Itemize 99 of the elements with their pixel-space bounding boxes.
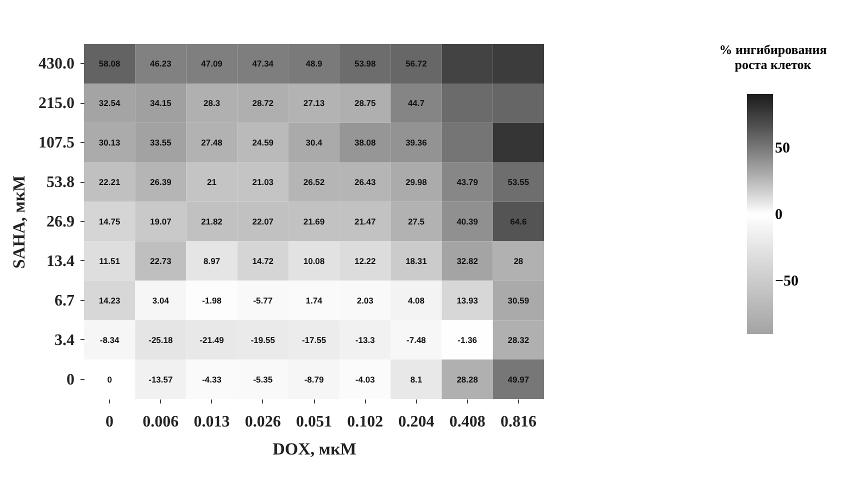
x-tick-label: 0.006 bbox=[142, 414, 179, 430]
data-label: 12.22 bbox=[354, 256, 376, 266]
data-label: 44.7 bbox=[408, 98, 425, 108]
x-tick-label: 0.026 bbox=[244, 414, 281, 430]
data-label: 27.5 bbox=[408, 216, 425, 226]
data-label: -4.03 bbox=[355, 374, 376, 384]
data-label: 28 bbox=[514, 256, 524, 266]
data-label: 14.72 bbox=[252, 256, 274, 266]
data-label: 13.93 bbox=[456, 295, 478, 306]
data-label: -7.48 bbox=[406, 334, 426, 345]
data-label: 49.97 bbox=[508, 374, 530, 384]
data-label: 33.55 bbox=[150, 138, 172, 148]
data-label: 48.9 bbox=[306, 58, 323, 69]
data-label: 4.08 bbox=[408, 295, 425, 306]
data-label: 28.3 bbox=[204, 98, 220, 108]
data-label: 30.59 bbox=[508, 295, 530, 306]
y-tick-label: 215.0 bbox=[38, 95, 74, 112]
y-tick-label: 6.7 bbox=[54, 292, 74, 310]
data-label: -8.34 bbox=[100, 334, 120, 345]
data-label: 2.03 bbox=[356, 295, 374, 306]
data-label: -8.79 bbox=[304, 374, 324, 384]
data-label: 22.73 bbox=[150, 256, 172, 266]
data-label: 34.15 bbox=[150, 98, 172, 108]
data-label: 26.52 bbox=[303, 177, 325, 188]
data-label: 58.08 bbox=[98, 58, 120, 69]
data-label: 30.4 bbox=[306, 138, 323, 148]
data-label: 26.43 bbox=[354, 177, 376, 188]
data-label: 56.72 bbox=[406, 58, 428, 69]
data-label: 40.39 bbox=[456, 216, 478, 226]
data-label: 43.79 bbox=[456, 177, 478, 188]
color-bar-label: 50 bbox=[775, 140, 790, 156]
data-label: 21.69 bbox=[303, 216, 325, 226]
data-label: -1.36 bbox=[458, 334, 478, 345]
data-label: 24.59 bbox=[252, 138, 274, 148]
y-tick-label: 430.0 bbox=[38, 56, 74, 73]
legend-title: % ингибирования роста клеток bbox=[719, 42, 827, 72]
y-tick-label: 13.4 bbox=[46, 252, 74, 270]
data-label: 53.55 bbox=[508, 177, 530, 188]
data-label: -5.77 bbox=[253, 295, 273, 306]
data-label: 28.32 bbox=[508, 334, 530, 345]
data-label: 11.51 bbox=[99, 256, 120, 266]
data-label: 10.08 bbox=[303, 256, 325, 266]
data-label: 21.47 bbox=[354, 216, 376, 226]
y-axis-title: SAHA, мкМ bbox=[10, 175, 28, 269]
x-axis-title: DOX, мкМ bbox=[272, 440, 356, 458]
y-tick-label: 53.8 bbox=[46, 174, 74, 192]
data-label: 18.31 bbox=[406, 256, 428, 266]
data-label: 28.72 bbox=[252, 98, 274, 108]
x-tick-label: 0.013 bbox=[194, 414, 230, 430]
y-tick-label: 0 bbox=[66, 371, 74, 388]
data-label: -5.35 bbox=[253, 374, 273, 384]
data-label: 29.98 bbox=[406, 177, 428, 188]
data-label: 53.98 bbox=[354, 58, 376, 69]
data-label: 32.82 bbox=[456, 256, 478, 266]
data-label: 8.1 bbox=[410, 374, 422, 384]
data-label: 32.54 bbox=[98, 98, 120, 108]
data-label: -4.33 bbox=[202, 374, 222, 384]
data-label: -13.3 bbox=[355, 334, 376, 345]
data-label: 47.34 bbox=[252, 58, 274, 69]
data-label: 21.03 bbox=[252, 177, 274, 188]
data-label: 39.36 bbox=[406, 138, 428, 148]
data-label: -21.49 bbox=[200, 334, 224, 345]
x-tick-label: 0.816 bbox=[500, 414, 536, 430]
data-label: 22.07 bbox=[252, 216, 274, 226]
data-label: 28.75 bbox=[354, 98, 376, 108]
y-tick-label: 26.9 bbox=[46, 214, 74, 230]
data-label: 22.21 bbox=[98, 177, 120, 188]
data-label: 27.13 bbox=[303, 98, 325, 108]
x-tick-label: 0.102 bbox=[347, 414, 384, 430]
data-label: -25.18 bbox=[148, 334, 173, 345]
data-label: 27.48 bbox=[201, 138, 223, 148]
y-tick-label: 107.5 bbox=[38, 134, 74, 152]
data-label: 14.75 bbox=[98, 216, 120, 226]
data-label: 21.82 bbox=[201, 216, 223, 226]
x-tick-label: 0.051 bbox=[296, 414, 332, 430]
data-label: 46.23 bbox=[150, 58, 172, 69]
data-label: 38.08 bbox=[354, 138, 376, 148]
data-label: 28.28 bbox=[456, 374, 478, 384]
data-label: 47.09 bbox=[201, 58, 223, 69]
x-tick-label: 0.204 bbox=[398, 414, 434, 430]
data-label: -1.98 bbox=[202, 295, 222, 306]
data-label: 3.04 bbox=[152, 295, 170, 306]
data-label: -17.55 bbox=[302, 334, 326, 345]
data-label: 30.13 bbox=[98, 138, 120, 148]
data-label: 14.23 bbox=[98, 295, 120, 306]
data-label: 0 bbox=[107, 374, 112, 384]
data-label: 19.07 bbox=[150, 216, 172, 226]
data-label: 8.97 bbox=[204, 256, 220, 266]
color-bar-label: −50 bbox=[775, 274, 799, 290]
data-label: 64.6 bbox=[510, 216, 527, 226]
data-label: 26.39 bbox=[150, 177, 172, 188]
data-label: 1.74 bbox=[306, 295, 323, 306]
y-tick-label: 3.4 bbox=[54, 332, 74, 349]
color-bar-label: 0 bbox=[775, 207, 782, 223]
x-tick-label: 0 bbox=[106, 414, 114, 430]
data-label: -19.55 bbox=[250, 334, 276, 345]
x-tick-label: 0.408 bbox=[449, 414, 486, 430]
data-label: -13.57 bbox=[148, 374, 173, 384]
data-label: 21 bbox=[207, 177, 217, 188]
